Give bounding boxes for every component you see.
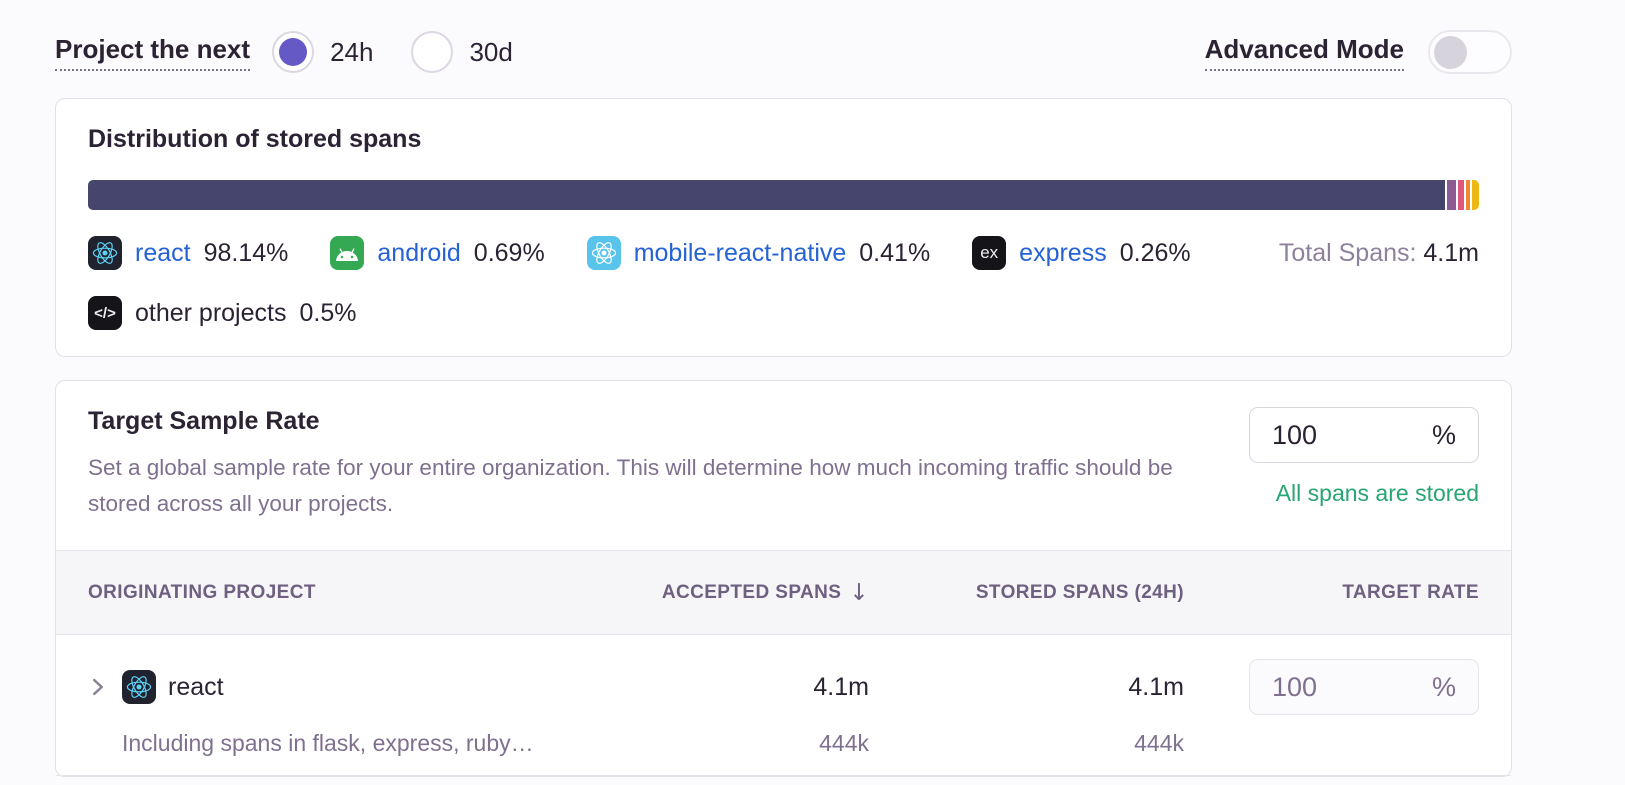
period-radio-group: 24h 30d xyxy=(272,31,513,73)
advanced-mode-label: Advanced Mode xyxy=(1204,34,1404,71)
global-sample-rate-input[interactable] xyxy=(1272,419,1392,451)
distribution-bar xyxy=(88,180,1479,210)
global-sample-rate-field[interactable]: % xyxy=(1249,407,1479,463)
toggle-knob xyxy=(1434,35,1467,69)
sample-rate-title: Target Sample Rate xyxy=(88,407,320,435)
table-row: react 4.1m 4.1m % Including spans in fla… xyxy=(56,635,1511,776)
header-stored-spans[interactable]: STORED SPANS (24H) xyxy=(975,581,1184,603)
code-icon: </> xyxy=(88,296,122,330)
projects-table: ORIGINATING PROJECT ACCEPTED SPANS ↓ STO… xyxy=(56,550,1511,776)
radio-24h[interactable] xyxy=(272,31,315,73)
legend-android-link[interactable]: android xyxy=(377,238,461,267)
project-cell-react: react xyxy=(88,670,619,704)
legend-item-react: react 98.14% xyxy=(88,236,288,270)
sample-rate-header: Target Sample Rate Set a global sample r… xyxy=(88,407,1479,522)
legend-android-value: 0.69% xyxy=(473,238,545,267)
sort-desc-icon: ↓ xyxy=(849,579,869,606)
legend-react-value: 98.14% xyxy=(203,238,289,267)
legend-express-link[interactable]: express xyxy=(1019,238,1107,267)
legend-row-2: </> other projects 0.5% xyxy=(88,296,1479,330)
react-native-icon xyxy=(586,236,621,270)
bar-segment-express[interactable] xyxy=(1466,180,1471,210)
total-spans-label: Total Spans: xyxy=(1278,238,1417,267)
radio-30d[interactable] xyxy=(411,31,454,73)
project-the-next-label: Project the next xyxy=(55,34,251,71)
target-sample-rate-card: Target Sample Rate Set a global sample r… xyxy=(55,380,1512,777)
legend-item-android: android 0.69% xyxy=(330,236,545,270)
distribution-title: Distribution of stored spans xyxy=(88,125,422,153)
bar-segment-android[interactable] xyxy=(1446,180,1457,210)
legend-item-other-projects: </> other projects 0.5% xyxy=(88,296,356,330)
react-icon xyxy=(122,670,156,704)
legend-other-projects-value: 0.5% xyxy=(299,298,357,327)
radio-30d-label[interactable]: 30d xyxy=(469,36,513,67)
radio-30d-dot xyxy=(418,38,446,66)
percent-suffix: % xyxy=(1431,671,1456,702)
table-header-row: ORIGINATING PROJECT ACCEPTED SPANS ↓ STO… xyxy=(56,550,1511,635)
android-icon xyxy=(330,236,365,270)
legend-mobile-react-native-value: 0.41% xyxy=(859,238,931,267)
radio-24h-dot xyxy=(279,38,308,66)
header-target-rate: TARGET RATE xyxy=(1342,581,1479,603)
total-spans-value: 4.1m xyxy=(1423,238,1479,267)
express-icon: ex xyxy=(972,236,1007,270)
bar-segment-mobile-react-native[interactable] xyxy=(1458,180,1465,210)
bar-segment-other-projects[interactable] xyxy=(1472,180,1479,210)
legend-row-1: react 98.14% android 0.69% xyxy=(88,236,1479,270)
project-target-rate-field[interactable]: % xyxy=(1249,659,1479,715)
react-icon xyxy=(88,236,122,270)
legend-other-projects-label: other projects xyxy=(135,298,287,327)
bar-segment-react[interactable] xyxy=(88,180,1445,210)
stored-spans-subvalue: 444k xyxy=(1134,730,1184,756)
percent-suffix: % xyxy=(1431,419,1456,450)
header-originating-project: ORIGINATING PROJECT xyxy=(88,581,316,603)
chevron-right-icon[interactable] xyxy=(88,676,110,698)
radio-24h-label[interactable]: 24h xyxy=(330,36,374,67)
legend-item-express: ex express 0.26% xyxy=(972,236,1191,270)
distribution-card: Distribution of stored spans react 98.14… xyxy=(55,98,1512,357)
project-subtext: Including spans in flask, express, ruby… xyxy=(122,730,534,756)
header-accepted-spans[interactable]: ACCEPTED SPANS ↓ xyxy=(661,579,869,606)
accepted-spans-value: 4.1m xyxy=(813,672,869,701)
stored-spans-value: 4.1m xyxy=(1128,672,1184,701)
sample-rate-status: All spans are stored xyxy=(1275,480,1479,506)
advanced-mode-toggle[interactable] xyxy=(1428,30,1512,74)
legend-express-value: 0.26% xyxy=(1119,238,1191,267)
total-spans: Total Spans: 4.1m xyxy=(1279,239,1479,268)
legend-item-mobile-react-native: mobile-react-native 0.41% xyxy=(586,236,931,270)
project-name: react xyxy=(168,672,224,701)
sample-rate-description: Set a global sample rate for your entire… xyxy=(88,455,1173,516)
project-target-rate-input[interactable] xyxy=(1272,671,1392,703)
advanced-mode-group: Advanced Mode xyxy=(1204,30,1512,74)
legend-mobile-react-native-link[interactable]: mobile-react-native xyxy=(633,238,847,267)
period-toolbar: Project the next 24h 30d Advanced Mode xyxy=(55,26,1512,78)
accepted-spans-subvalue: 444k xyxy=(819,730,869,756)
legend-react-link[interactable]: react xyxy=(135,238,191,267)
